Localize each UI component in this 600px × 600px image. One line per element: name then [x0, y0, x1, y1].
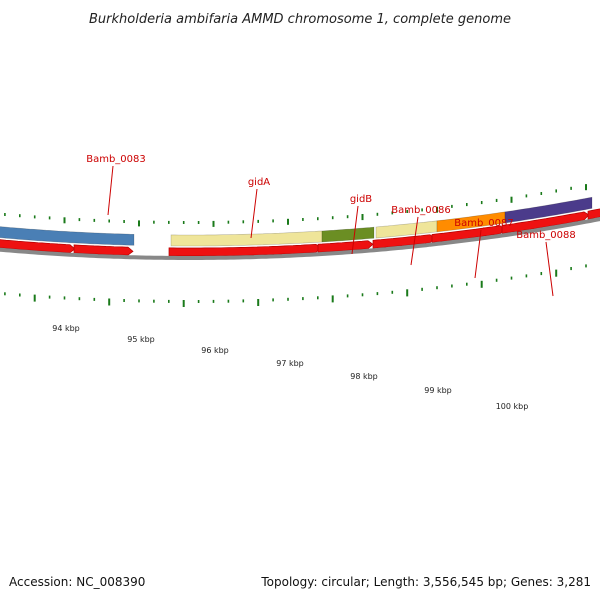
kbp-label-95: 95 kbp — [127, 335, 155, 344]
gene-label-bamb-0086[interactable]: Bamb_0086 — [391, 205, 451, 216]
genome-summary-text: Topology: circular; Length: 3,556,545 bp… — [260, 575, 591, 589]
scale-tick-track — [4, 264, 587, 307]
chromosome-backbone — [0, 217, 600, 260]
gene-leader-line — [545, 241, 554, 297]
gene-bar-bamb-0088[interactable] — [504, 196, 593, 224]
gene-bar-gida[interactable] — [170, 230, 323, 247]
gene-label-leaders — [107, 165, 554, 297]
gene-label-bamb-0088[interactable]: Bamb_0088 — [516, 230, 576, 241]
gene-bar-bamb-0083[interactable] — [0, 226, 135, 246]
gene-label-bamb-0083[interactable]: Bamb_0083 — [86, 154, 146, 165]
gene-label-bamb-0087[interactable]: Bamb_0087 — [454, 218, 514, 229]
gene-label-gidb[interactable]: gidB — [350, 194, 372, 205]
outer-tick-track — [4, 184, 587, 227]
gene-leader-line — [410, 216, 419, 266]
kbp-label-97: 97 kbp — [276, 359, 304, 368]
kbp-scale-labels: 94 kbp 95 kbp 96 kbp 97 kbp 98 kbp 99 kb… — [52, 324, 528, 411]
gene-leader-line — [250, 188, 258, 239]
gene-leader-line — [107, 165, 114, 216]
gene-feature-track — [0, 196, 593, 247]
kbp-label-94: 94 kbp — [52, 324, 80, 333]
cds-arrow-track — [0, 207, 600, 257]
gene-bar-gidb[interactable] — [321, 226, 375, 243]
accession-text: Accession: NC_008390 — [9, 575, 145, 589]
kbp-label-99: 99 kbp — [424, 386, 452, 395]
gene-labels: Bamb_0083 gidA gidB Bamb_0086 Bamb_0087 … — [86, 154, 576, 241]
gene-leader-line — [351, 205, 359, 255]
kbp-label-100: 100 kbp — [496, 402, 529, 411]
gene-label-gida[interactable]: gidA — [248, 177, 270, 188]
cds-arrow[interactable] — [587, 207, 600, 220]
map-title: Burkholderia ambifaria AMMD chromosome 1… — [89, 12, 511, 27]
gene-leader-line — [474, 229, 482, 279]
kbp-label-98: 98 kbp — [350, 372, 378, 381]
kbp-label-96: 96 kbp — [201, 346, 229, 355]
